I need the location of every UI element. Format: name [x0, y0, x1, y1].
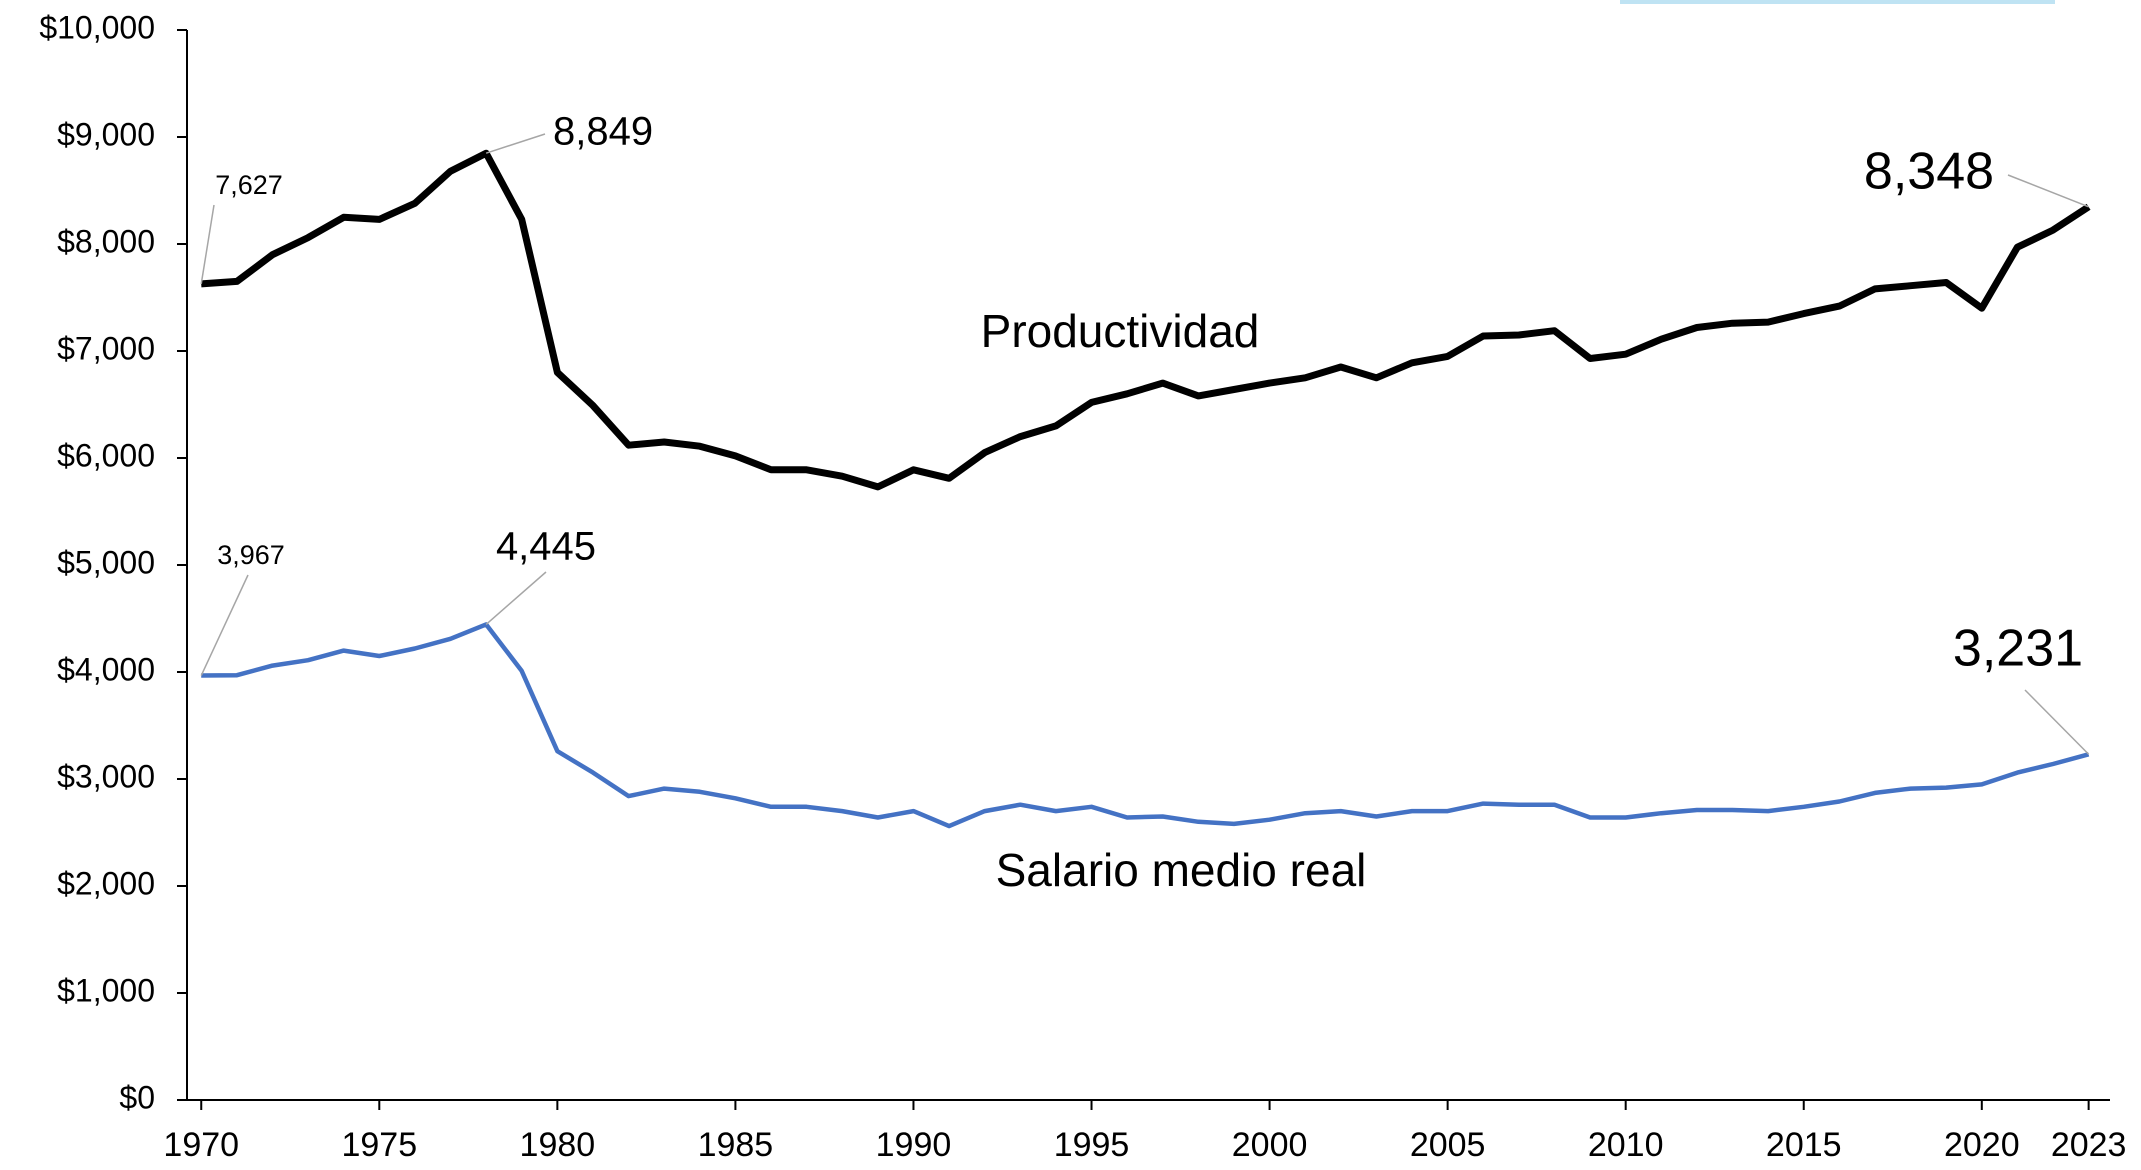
y-tick-label: $5,000	[57, 544, 155, 580]
y-tick-label: $10,000	[39, 9, 155, 45]
y-tick-label: $0	[119, 1079, 155, 1115]
x-tick-label: 1985	[698, 1126, 774, 1164]
x-tick-label: 2023	[2051, 1126, 2127, 1164]
y-tick-label: $8,000	[57, 223, 155, 259]
x-tick-label: 2015	[1766, 1126, 1842, 1164]
data-label: 8,348	[1864, 143, 1994, 201]
leader-line	[485, 133, 546, 154]
y-tick-label: $7,000	[57, 330, 155, 366]
x-tick-label: 1990	[876, 1126, 952, 1164]
data-label: 8,849	[553, 110, 653, 154]
x-tick-label: 1995	[1054, 1126, 1130, 1164]
leader-line	[485, 571, 547, 625]
x-tick-label: 2000	[1232, 1126, 1308, 1164]
x-tick-label: 2010	[1588, 1126, 1664, 1164]
x-tick-label: 1975	[341, 1126, 417, 1164]
decoration	[1620, 0, 2055, 4]
leader-line	[200, 204, 215, 285]
x-tick-label: 1980	[520, 1126, 596, 1164]
series-label: Salario medio real	[996, 844, 1367, 896]
series-line	[200, 149, 2091, 491]
y-tick-label: $6,000	[57, 437, 155, 473]
data-label: 3,967	[217, 540, 285, 570]
y-tick-label: $9,000	[57, 116, 155, 152]
data-label: 4,445	[496, 525, 596, 569]
data-label: 7,627	[215, 170, 283, 200]
x-tick-label: 1970	[163, 1126, 239, 1164]
x-tick-label: 2005	[1410, 1126, 1486, 1164]
series-line	[201, 622, 2090, 829]
y-tick-label: $4,000	[57, 651, 155, 687]
y-tick-label: $2,000	[57, 865, 155, 901]
x-tick-label: 2020	[1944, 1126, 2020, 1164]
leader-line	[2007, 174, 2089, 208]
leader-line	[2024, 689, 2090, 755]
y-tick-label: $1,000	[57, 972, 155, 1008]
data-label: 3,231	[1953, 620, 2083, 678]
series-label: Productividad	[981, 305, 1260, 357]
y-tick-label: $3,000	[57, 758, 155, 794]
leader-line	[200, 574, 249, 676]
